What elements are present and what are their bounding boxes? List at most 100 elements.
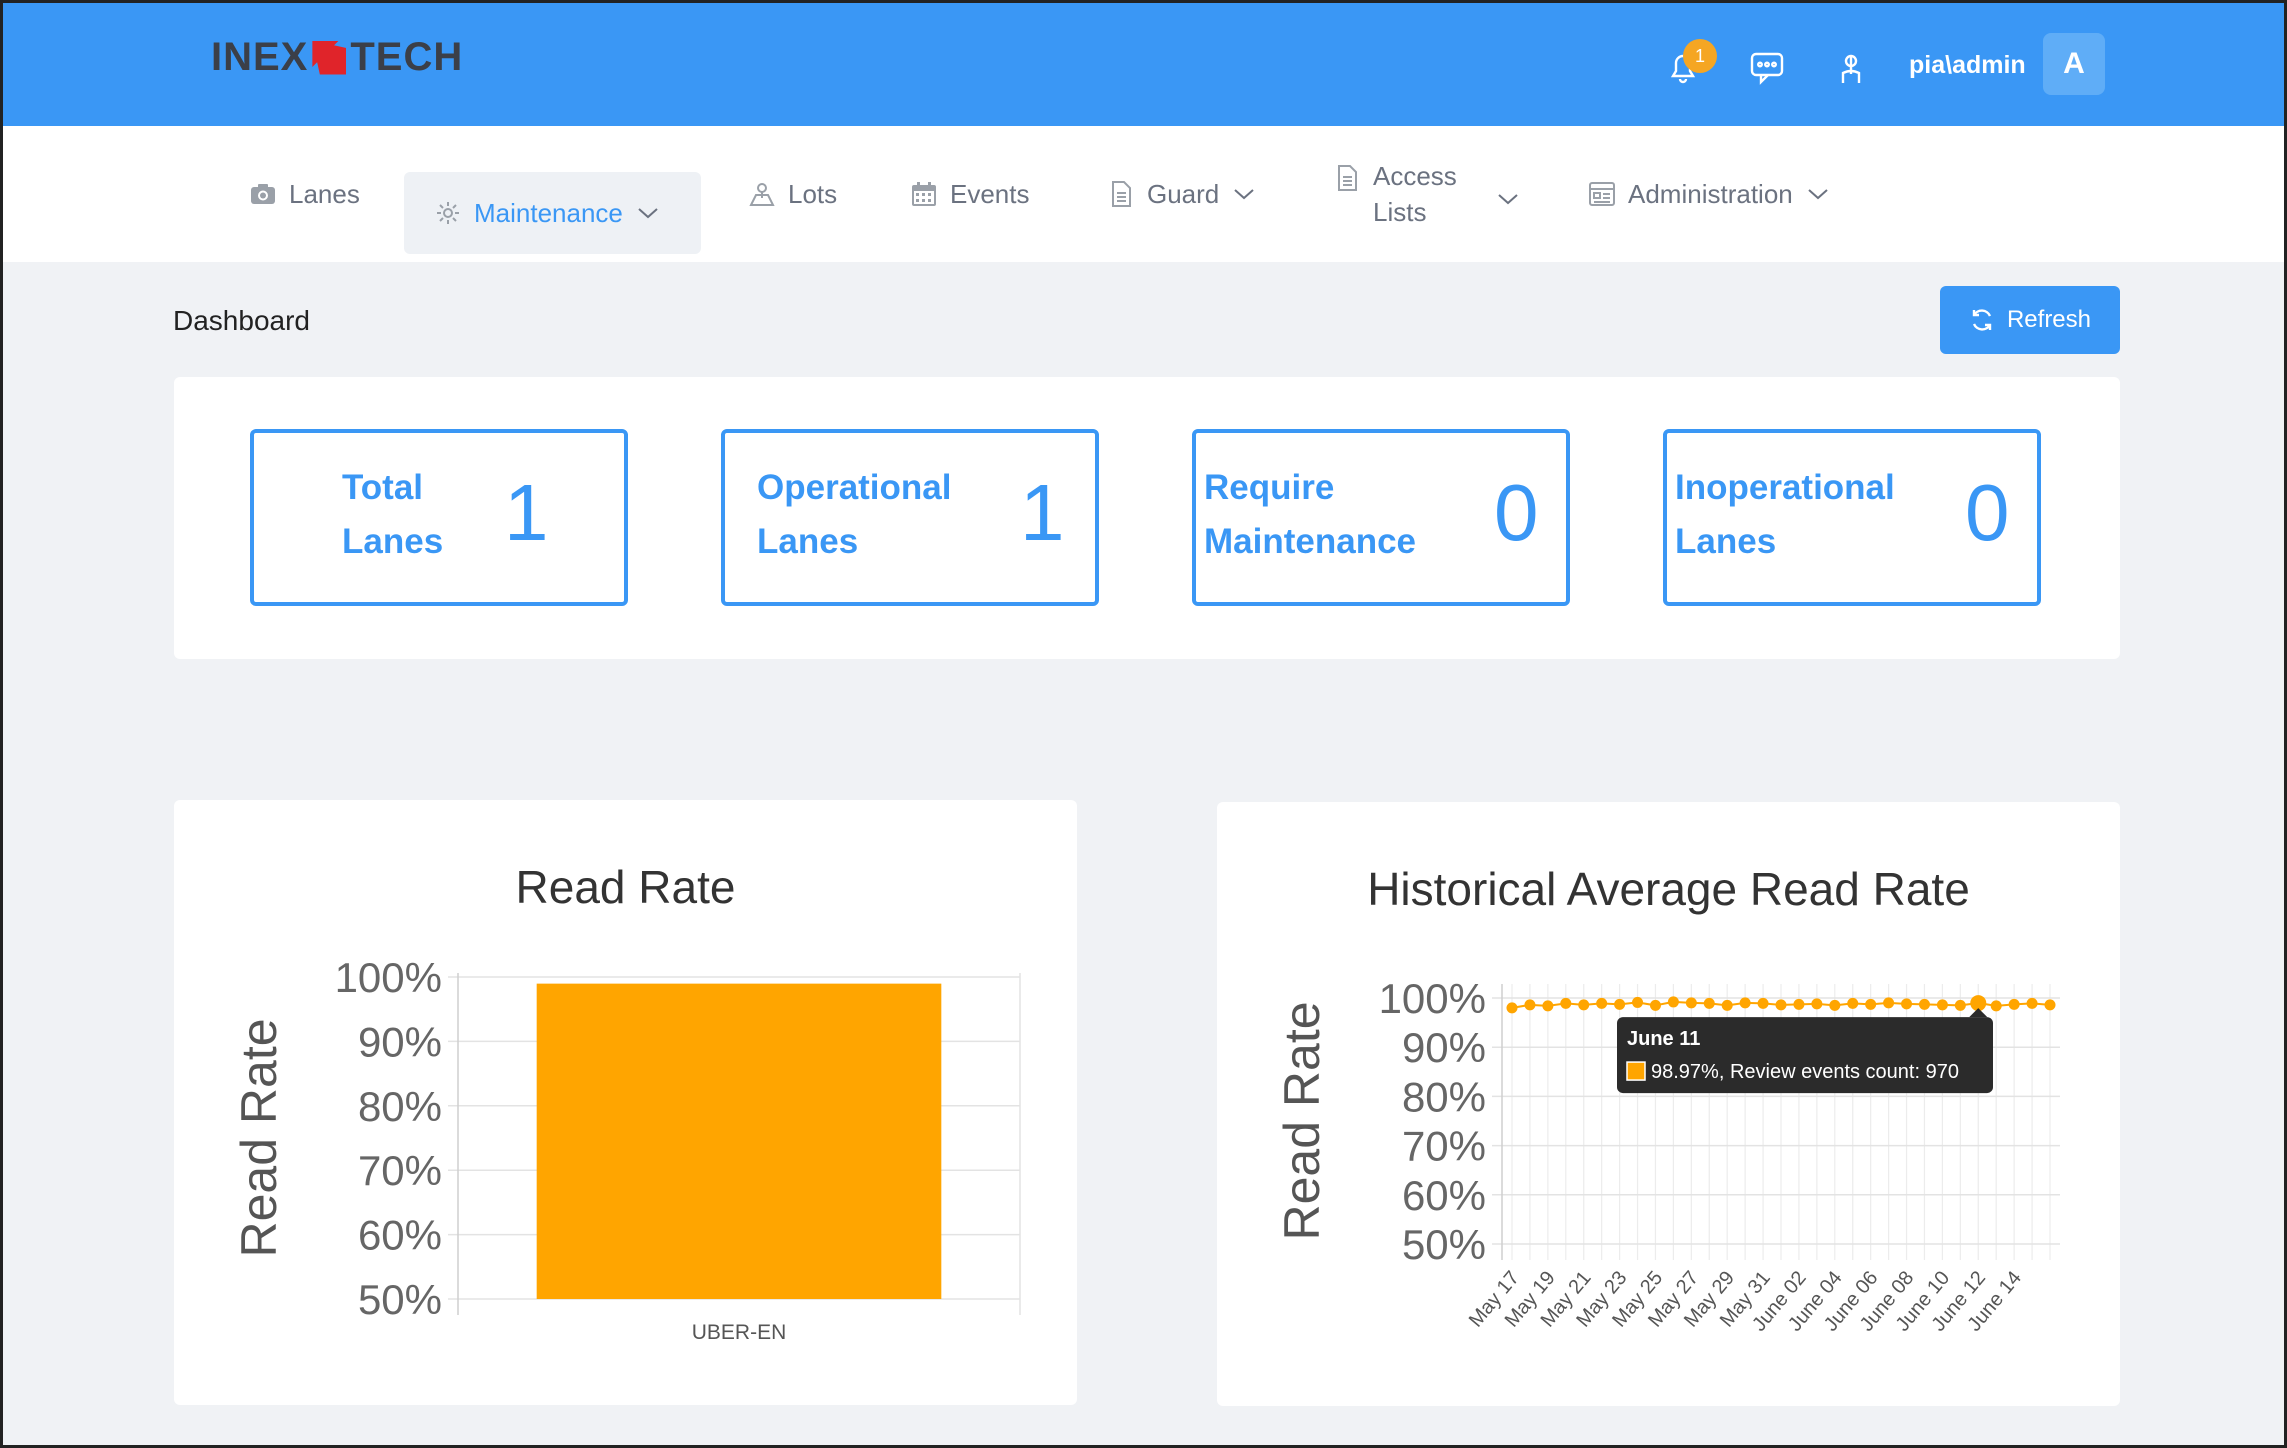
nav-label: Administration bbox=[1628, 178, 1793, 209]
data-point bbox=[1775, 999, 1787, 1011]
admin-panel-icon bbox=[1589, 182, 1615, 206]
y-tick-label: 50% bbox=[358, 1276, 442, 1323]
data-point bbox=[1918, 998, 1930, 1010]
nav-label: Maintenance bbox=[474, 197, 623, 228]
document-icon bbox=[1112, 181, 1131, 207]
nav-item-guard[interactable]: Guard bbox=[1107, 126, 1267, 262]
data-point bbox=[1865, 998, 1877, 1010]
read-rate-chart: 100% 90% 80% 70% 60% 50% UBER-EN Read Rate bbox=[231, 954, 1021, 1344]
refresh-icon bbox=[1972, 309, 1992, 331]
y-tick-label: 70% bbox=[1402, 1123, 1486, 1170]
y-tick-label: 100% bbox=[335, 954, 442, 1001]
historical-read-rate-chart-card: Historical Average Read Rate 100% 90% 80% 7… bbox=[1217, 802, 2120, 1406]
data-point bbox=[1847, 997, 1859, 1009]
y-tick-label: 50% bbox=[1402, 1221, 1486, 1268]
data-point bbox=[1793, 998, 1805, 1010]
notification-badge: 1 bbox=[1683, 39, 1717, 73]
data-point bbox=[2026, 997, 2038, 1009]
nav-item-administration[interactable]: Administration bbox=[1588, 126, 1841, 262]
nav-item-access-lists[interactable]: Access Lists bbox=[1333, 126, 1531, 262]
y-tick-label: 70% bbox=[358, 1147, 442, 1194]
y-tick-label: 80% bbox=[1402, 1073, 1486, 1120]
stat-label-line-1: Total bbox=[342, 468, 424, 507]
stat-label: Inoperational Lanes bbox=[1675, 461, 1895, 569]
stat-label-line-1: Operational bbox=[757, 468, 952, 507]
touch-icon[interactable] bbox=[1831, 47, 1871, 87]
stat-label-line-2: Maintenance bbox=[1204, 522, 1416, 561]
data-point bbox=[1829, 999, 1841, 1011]
stat-inoperational-lanes[interactable]: Inoperational Lanes 0 bbox=[1663, 429, 2041, 606]
stat-label-line-2: Lanes bbox=[342, 522, 444, 561]
data-point bbox=[1883, 997, 1895, 1009]
bar-uber-en bbox=[536, 983, 942, 1299]
refresh-button[interactable]: Refresh bbox=[1940, 286, 2120, 354]
top-header: INEX TECH 1 pia\admin A bbox=[3, 3, 2284, 126]
username-label[interactable]: pia\admin bbox=[1909, 51, 2026, 79]
data-point bbox=[1578, 999, 1590, 1011]
stat-label: Operational Lanes bbox=[757, 461, 951, 569]
stat-label-line-1: Inoperational bbox=[1675, 468, 1895, 507]
nav-label: Lots bbox=[788, 178, 838, 209]
y-tick-label: 100% bbox=[1379, 975, 1486, 1022]
data-point bbox=[1739, 997, 1751, 1009]
data-point bbox=[1721, 999, 1733, 1011]
stat-label-line-2: Lanes bbox=[757, 522, 859, 561]
data-point bbox=[1560, 997, 1572, 1009]
nav-label-line-1: Access bbox=[1373, 161, 1457, 191]
stat-label-line-2: Lanes bbox=[1675, 522, 1777, 561]
logo-text-right: TECH bbox=[350, 35, 464, 79]
y-tick-label: 90% bbox=[1402, 1024, 1486, 1071]
y-tick-label: 60% bbox=[358, 1212, 442, 1259]
data-point bbox=[1524, 999, 1536, 1011]
data-point bbox=[1901, 998, 1913, 1010]
stat-value: 1 bbox=[504, 468, 549, 557]
chevron-down-icon bbox=[1498, 194, 1518, 205]
company-logo[interactable]: INEX TECH bbox=[211, 35, 463, 80]
nav-item-events[interactable]: Events bbox=[910, 126, 1030, 262]
y-tick-label: 90% bbox=[358, 1018, 442, 1065]
list-document-icon bbox=[1338, 165, 1357, 191]
stat-total-lanes[interactable]: Total Lanes 1 bbox=[250, 429, 628, 606]
y-axis-title: Read Rate bbox=[1274, 1001, 1330, 1240]
read-rate-chart-card: Read Rate 100% 90% 80% 70% 60% 50% UBER-EN Read… bbox=[174, 800, 1077, 1405]
data-point bbox=[1990, 1000, 2002, 1012]
nav-label: Guard bbox=[1147, 178, 1220, 209]
camera-icon bbox=[251, 184, 275, 204]
nav-label: Access Lists bbox=[1373, 158, 1457, 230]
chat-icon[interactable] bbox=[1747, 47, 1787, 87]
x-tick-label: UBER-EN bbox=[692, 1321, 787, 1344]
chevron-down-icon bbox=[1234, 189, 1254, 200]
data-point bbox=[1970, 995, 1987, 1012]
data-point bbox=[1596, 997, 1608, 1009]
data-point bbox=[1703, 997, 1715, 1009]
avatar[interactable]: A bbox=[2043, 33, 2105, 95]
nav-item-lanes[interactable]: Lanes bbox=[249, 126, 360, 262]
page-title: Dashboard bbox=[173, 305, 310, 336]
tooltip-title: June 11 bbox=[1627, 1028, 1700, 1050]
data-point bbox=[1757, 997, 1769, 1009]
data-point bbox=[1542, 1000, 1554, 1012]
data-point bbox=[1614, 998, 1626, 1010]
y-tick-label: 80% bbox=[358, 1083, 442, 1130]
chart-title: Read Rate bbox=[515, 861, 736, 913]
tooltip-box bbox=[1617, 1017, 1993, 1094]
nav-label: Lanes bbox=[289, 178, 360, 209]
lane-stats-card: Total Lanes 1 Operational Lanes 1 Requir… bbox=[174, 377, 2120, 659]
data-point bbox=[1811, 998, 1823, 1010]
data-point bbox=[1667, 996, 1679, 1008]
y-tick-label: 60% bbox=[1402, 1172, 1486, 1219]
stat-value: 0 bbox=[1965, 468, 2010, 557]
stat-label-line-1: Require bbox=[1204, 468, 1335, 507]
nav-label: Events bbox=[950, 178, 1030, 209]
tooltip-pointer bbox=[1969, 1008, 1988, 1018]
gear-icon bbox=[437, 202, 459, 224]
data-point bbox=[1632, 996, 1644, 1008]
stat-require-maintenance[interactable]: Require Maintenance 0 bbox=[1192, 429, 1570, 606]
data-point bbox=[2008, 998, 2020, 1010]
nav-item-lots[interactable]: Lots bbox=[748, 126, 837, 262]
stat-operational-lanes[interactable]: Operational Lanes 1 bbox=[721, 429, 1099, 606]
nav-item-maintenance[interactable]: Maintenance bbox=[404, 172, 701, 254]
data-point bbox=[1936, 999, 1948, 1011]
main-nav: Lanes Maintenance Lots Events Guard Acce… bbox=[3, 126, 2284, 262]
